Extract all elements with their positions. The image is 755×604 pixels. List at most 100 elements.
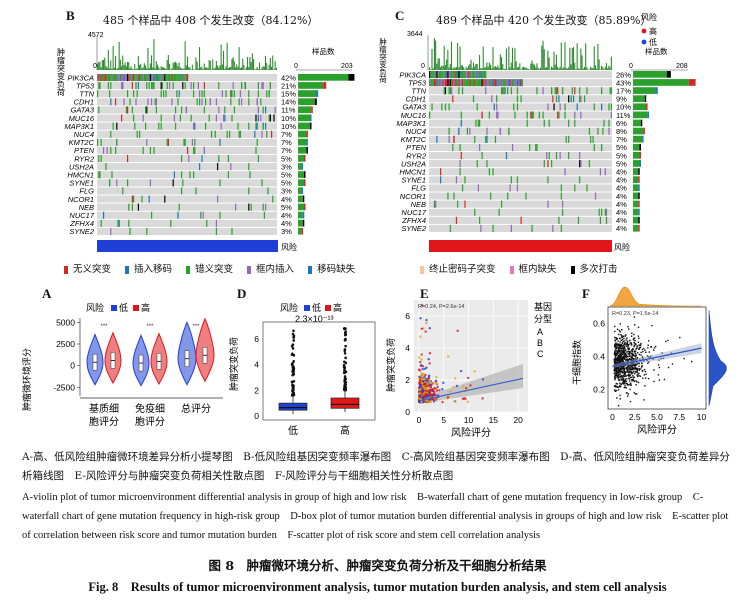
mutation-cell <box>466 71 469 79</box>
mutation-cell <box>193 171 195 179</box>
mutation-cell <box>458 71 460 79</box>
tmb-bar <box>229 67 231 70</box>
tmb-bar <box>225 66 227 70</box>
gene-label: TP53 <box>76 81 95 90</box>
mutation-cell <box>100 219 102 227</box>
tmb-bar <box>605 63 607 70</box>
scatter-point <box>432 400 436 403</box>
tmb-bar <box>104 57 106 70</box>
mutation-cell <box>580 95 582 103</box>
scatter-point <box>638 365 640 368</box>
legend-item: 框内缺失 <box>509 264 557 275</box>
percent-label: 6% <box>616 119 627 128</box>
count-bar-extra <box>301 187 304 195</box>
scatter-point <box>658 366 661 369</box>
mutation-cell <box>521 79 523 87</box>
scatter-point <box>624 379 626 382</box>
scatter-point <box>642 351 644 353</box>
scatter-point <box>636 363 638 365</box>
scatter-point <box>631 357 633 360</box>
mutation-cell <box>152 82 154 90</box>
tmb-bar <box>485 67 487 70</box>
panel-a-xtick-label: 胞评分 <box>135 416 165 428</box>
scatter-point <box>618 366 620 369</box>
scatter-point <box>620 345 622 347</box>
mutation-cell <box>193 82 195 90</box>
tmb-bar <box>230 66 232 70</box>
mutation-cell <box>510 176 512 184</box>
scatter-point <box>419 360 422 364</box>
scatter-point <box>431 394 434 397</box>
tmb-bar <box>520 69 522 70</box>
scatter-point <box>620 377 622 379</box>
scatter-point <box>630 371 633 374</box>
tmb-bar <box>112 46 114 70</box>
mutation-cell <box>98 171 100 179</box>
mutation-cell <box>231 227 233 235</box>
tmb-bar <box>465 67 467 70</box>
mutation-cell <box>129 98 131 106</box>
scatter-point <box>449 390 452 393</box>
tmb-bar <box>499 54 501 70</box>
gene-label: TTN <box>411 87 426 96</box>
oncoprint-row-bg <box>97 114 277 122</box>
scatter-point <box>641 348 644 351</box>
panel-c-title: 489 个样品中 420 个发生改变（85.89%） <box>436 14 652 27</box>
scatter-point <box>650 346 652 348</box>
panel-e-xtick-label: 0 <box>417 415 422 425</box>
mutation-cell <box>510 79 512 87</box>
tmb-bar <box>547 50 549 70</box>
scatter-point <box>621 342 624 344</box>
mutation-cell <box>507 79 509 87</box>
scatter-point <box>622 335 625 338</box>
oncoprint-row-bg <box>97 138 277 146</box>
mutation-cell <box>267 187 269 195</box>
tmb-bar <box>457 42 459 70</box>
tmb-bar <box>226 42 228 70</box>
mutation-cell <box>454 71 456 79</box>
scatter-point <box>621 344 623 346</box>
mutation-cell <box>500 79 503 87</box>
tmb-bar <box>561 68 564 70</box>
mutation-cell <box>248 98 250 106</box>
scatter-point <box>620 347 623 350</box>
mutation-cell <box>461 87 464 95</box>
scatter-point <box>441 388 444 391</box>
tmb-bar <box>146 68 148 70</box>
mutation-cell <box>203 106 205 114</box>
tmb-bar <box>607 68 609 70</box>
gene-label: MUC16 <box>69 114 95 123</box>
tmb-bar <box>438 58 440 70</box>
panel-d-pvalue: 2.3×10⁻¹³ <box>295 314 334 324</box>
tmb-bar <box>594 65 597 70</box>
tmb-bar <box>514 48 516 70</box>
mutation-cell <box>518 79 520 87</box>
scatter-point <box>421 396 425 399</box>
tmb-bar <box>220 44 222 70</box>
mutation-cell <box>435 71 437 79</box>
tmb-bar <box>250 62 252 70</box>
mutation-cell <box>172 74 174 82</box>
mutation-cell <box>219 211 221 219</box>
mutation-cell <box>452 143 454 151</box>
mutation-cell <box>187 74 189 82</box>
mutation-cell <box>173 171 175 179</box>
mutation-cell <box>492 79 494 87</box>
scatter-point <box>623 367 626 370</box>
count-bar <box>298 195 303 203</box>
mutation-cell <box>178 90 180 98</box>
tmb-bar <box>597 43 599 70</box>
oncoprint-row-bg <box>97 227 277 235</box>
scatter-point <box>629 383 631 385</box>
scatter-point <box>634 365 636 367</box>
scatter-point <box>620 370 622 372</box>
scatter-point <box>632 348 634 351</box>
percent-label: 10% <box>616 103 631 112</box>
mutation-cell <box>269 114 271 122</box>
scatter-point <box>624 335 626 337</box>
mutation-cell <box>194 146 196 154</box>
panel-c-ytitle: 肿瘤突变负荷 <box>378 37 387 85</box>
count-bar <box>298 106 312 114</box>
tmb-bar <box>603 69 605 70</box>
tmb-bar <box>107 50 109 70</box>
